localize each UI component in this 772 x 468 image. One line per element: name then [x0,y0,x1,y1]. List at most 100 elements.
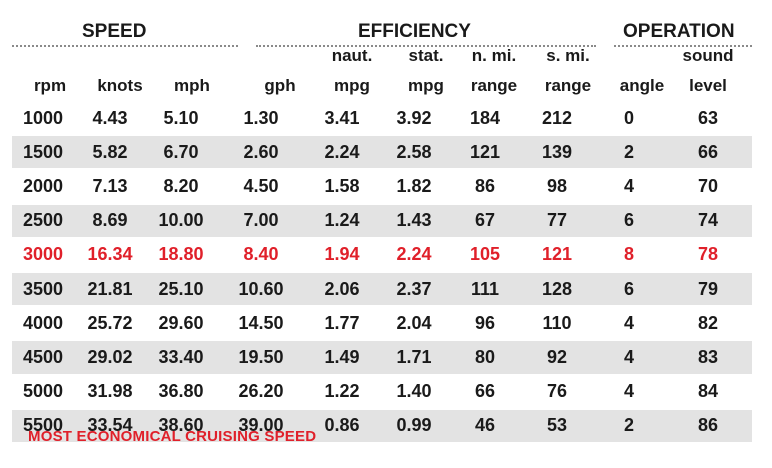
table-row: 1500 5.82 6.70 2.60 2.24 2.58 121 139 2 … [12,134,752,170]
table-row: 1000 4.43 5.10 1.30 3.41 3.92 184 212 0 … [12,102,752,136]
cell-sound-level: 86 [664,407,752,442]
cell-knots: 25.72 [74,305,146,341]
cell-naut-mpg: 1.22 [306,373,378,409]
col-header-stat-mpg-top: stat. [408,46,444,65]
cell-rpm: 4500 [12,339,74,375]
cell-angle: 8 [594,236,664,272]
cell-mph: 5.10 [146,102,216,136]
cell-sound-level: 84 [664,373,752,409]
cell-naut-mpg: 2.06 [306,270,378,307]
cell-angle: 0 [594,102,664,136]
cell-nmi-range: 66 [450,373,520,409]
cell-nmi-range: 111 [450,270,520,307]
cell-gph: 4.50 [216,168,306,204]
cell-naut-mpg: 1.94 [306,236,378,272]
col-header-smi-range: range [544,76,592,95]
cell-nmi-range: 184 [450,102,520,136]
cell-knots: 31.98 [74,373,146,409]
cell-gph: 14.50 [216,305,306,341]
cell-sound-level: 74 [664,202,752,238]
cell-stat-mpg: 0.99 [378,407,450,442]
cell-gph: 26.20 [216,373,306,409]
cell-smi-range: 121 [520,236,594,272]
cell-gph: 39.00 [216,407,306,442]
cell-nmi-range: 121 [450,134,520,170]
cell-smi-range: 212 [520,102,594,136]
cell-naut-mpg: 1.24 [306,202,378,238]
col-header-naut-mpg: mpg [334,76,370,95]
cell-knots: 33.54 [74,407,146,442]
cell-rpm: 5000 [12,373,74,409]
cell-naut-mpg: 1.58 [306,168,378,204]
cell-sound-level: 70 [664,168,752,204]
cell-mph: 25.10 [146,270,216,307]
col-header-nmi-range-top: n. mi. [471,46,517,65]
cell-mph: 8.20 [146,168,216,204]
cell-mph: 10.00 [146,202,216,238]
cell-naut-mpg: 1.77 [306,305,378,341]
cell-angle: 2 [594,134,664,170]
cell-angle: 4 [594,305,664,341]
cell-knots: 21.81 [74,270,146,307]
cell-gph: 2.60 [216,134,306,170]
group-title-efficiency: EFFICIENCY [358,21,471,42]
cell-sound-level: 63 [664,102,752,136]
cell-gph: 1.30 [216,102,306,136]
cell-sound-level: 82 [664,305,752,341]
table-row: 4500 29.02 33.40 19.50 1.49 1.71 80 92 4… [12,339,752,375]
col-header-sound: level [689,76,727,95]
col-header-rpm: rpm [33,76,67,95]
cell-gph: 8.40 [216,236,306,272]
cell-rpm: 3000 [12,236,74,272]
cell-smi-range: 92 [520,339,594,375]
col-header-mph: mph [174,76,210,95]
group-rule-efficiency [256,45,596,47]
cell-angle: 6 [594,202,664,238]
cell-gph: 10.60 [216,270,306,307]
cell-rpm: 1000 [12,102,74,136]
col-header-sound-top: sound [682,46,734,65]
cell-stat-mpg: 2.04 [378,305,450,341]
group-rule-speed [12,45,238,47]
cell-mph: 6.70 [146,134,216,170]
table-row: 5500 33.54 38.60 39.00 0.86 0.99 46 53 2… [12,407,752,442]
cell-rpm: 3500 [12,270,74,307]
cell-gph: 19.50 [216,339,306,375]
cell-smi-range: 77 [520,202,594,238]
cell-smi-range: 128 [520,270,594,307]
cell-smi-range: 110 [520,305,594,341]
cell-sound-level: 66 [664,134,752,170]
cell-nmi-range: 96 [450,305,520,341]
group-rule-operation [614,45,752,47]
cell-naut-mpg: 3.41 [306,102,378,136]
cell-sound-level: 78 [664,236,752,272]
cell-gph: 7.00 [216,202,306,238]
cell-naut-mpg: 0.86 [306,407,378,442]
table-row: 3500 21.81 25.10 10.60 2.06 2.37 111 128… [12,270,752,307]
cell-smi-range: 53 [520,407,594,442]
cell-stat-mpg: 1.43 [378,202,450,238]
cell-stat-mpg: 1.71 [378,339,450,375]
cell-angle: 2 [594,407,664,442]
cell-stat-mpg: 1.40 [378,373,450,409]
cell-knots: 5.82 [74,134,146,170]
cell-mph: 29.60 [146,305,216,341]
cell-smi-range: 139 [520,134,594,170]
cell-sound-level: 83 [664,339,752,375]
cell-rpm: 2000 [12,168,74,204]
cell-angle: 6 [594,270,664,307]
table-row: 2000 7.13 8.20 4.50 1.58 1.82 86 98 4 70 [12,168,752,204]
cell-knots: 7.13 [74,168,146,204]
table-row: 2500 8.69 10.00 7.00 1.24 1.43 67 77 6 7… [12,202,752,238]
col-header-smi-range-top: s. mi. [546,46,590,65]
cell-naut-mpg: 2.24 [306,134,378,170]
col-header-gph: gph [264,76,296,95]
cell-rpm: 1500 [12,134,74,170]
col-header-angle: angle [619,76,665,95]
cell-rpm: 5500 [12,407,74,442]
cell-rpm: 2500 [12,202,74,238]
cell-stat-mpg: 1.82 [378,168,450,204]
cell-stat-mpg: 2.37 [378,270,450,307]
cell-nmi-range: 105 [450,236,520,272]
